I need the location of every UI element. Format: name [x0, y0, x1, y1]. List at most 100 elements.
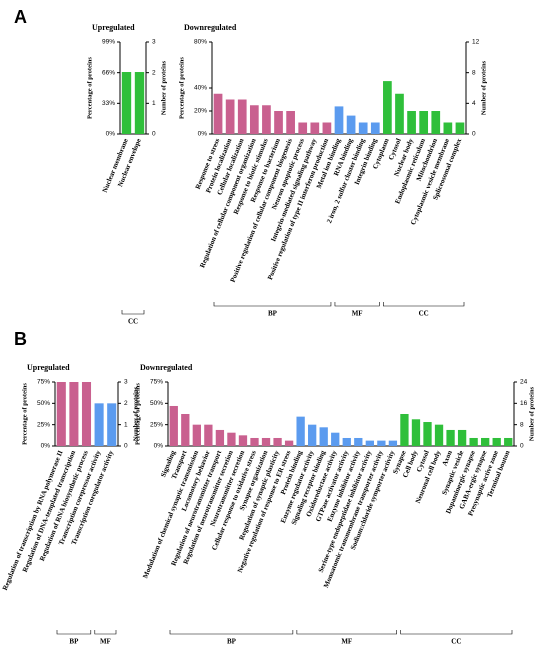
- y-tick-label: 0%: [198, 131, 208, 138]
- y-tick-label: 66%: [102, 69, 115, 76]
- y-tick-label: 20%: [194, 108, 207, 115]
- bar: [215, 429, 225, 446]
- bar: [346, 115, 356, 134]
- bar: [383, 81, 392, 134]
- y-tick-label: 0%: [106, 131, 116, 138]
- y2-axis-title: Number of proteins: [132, 386, 139, 441]
- group-label: BP: [69, 638, 79, 646]
- group-label: CC: [451, 638, 461, 646]
- bar: [107, 403, 117, 446]
- bar: [204, 424, 213, 446]
- bar: [469, 437, 478, 446]
- y-tick-label: 0%: [154, 443, 164, 450]
- bar: [121, 72, 132, 134]
- group-bracket: [383, 302, 465, 307]
- group-bracket: [169, 630, 294, 635]
- bar: [455, 122, 465, 134]
- y2-tick-label: 12: [472, 39, 480, 46]
- chart-title: Downregulated: [140, 363, 193, 372]
- y2-tick-label: 2: [152, 69, 156, 76]
- y-axis-title: Percentage of proteins: [178, 57, 185, 119]
- bar: [286, 111, 295, 134]
- y-tick-label: 75%: [150, 379, 163, 386]
- bar: [56, 382, 66, 446]
- bar: [411, 419, 421, 446]
- bar: [261, 437, 271, 446]
- bar: [213, 93, 223, 134]
- bar: [400, 414, 409, 446]
- y2-tick-label: 0: [152, 131, 156, 138]
- group-bracket: [213, 302, 332, 307]
- y2-tick-label: 8: [472, 69, 476, 76]
- group-bracket: [400, 630, 513, 635]
- bar: [273, 437, 282, 446]
- y-tick-label: 50%: [150, 400, 163, 407]
- bar: [446, 429, 455, 446]
- y-tick-label: 75%: [37, 379, 50, 386]
- y-tick-label: 25%: [150, 421, 163, 428]
- bar: [298, 122, 308, 134]
- panel-label: A: [14, 7, 27, 27]
- bar: [284, 440, 294, 446]
- bar: [334, 106, 344, 134]
- y2-axis-title: Number of proteins: [480, 60, 487, 115]
- group-label: BP: [268, 310, 278, 318]
- bar: [250, 437, 259, 446]
- bar: [308, 424, 317, 446]
- bar: [69, 382, 79, 446]
- y-axis-title: Percentage of proteins: [134, 383, 141, 445]
- y2-tick-label: 1: [152, 100, 156, 107]
- bar: [388, 440, 398, 446]
- bar: [192, 424, 201, 446]
- bar: [377, 440, 386, 446]
- bar: [423, 422, 432, 446]
- y2-tick-label: 0: [472, 131, 476, 138]
- bar: [407, 111, 416, 134]
- y2-tick-label: 8: [520, 421, 524, 428]
- bar: [81, 382, 92, 446]
- y2-axis-title: Number of proteins: [160, 60, 167, 115]
- bar: [319, 427, 328, 446]
- group-bracket: [334, 302, 380, 307]
- bar: [169, 405, 178, 446]
- group-label: CC: [128, 318, 138, 326]
- bar: [237, 99, 247, 134]
- bar: [395, 93, 404, 134]
- group-label: BP: [227, 638, 237, 646]
- y2-tick-label: 0: [124, 443, 128, 450]
- group-bracket: [121, 310, 145, 315]
- bar: [504, 437, 513, 446]
- group-label: MF: [100, 638, 111, 646]
- bar: [274, 111, 283, 134]
- bar: [331, 432, 340, 446]
- y-tick-label: 0%: [41, 443, 51, 450]
- group-label: MF: [352, 310, 363, 318]
- chart-title: Upregulated: [27, 363, 70, 372]
- y2-tick-label: 2: [124, 400, 128, 407]
- y-tick-label: 80%: [194, 39, 207, 46]
- bar: [434, 424, 444, 446]
- y2-axis-title: Number of proteins: [528, 386, 535, 441]
- y2-tick-label: 24: [520, 379, 528, 386]
- bar: [262, 105, 271, 134]
- chart-title: Upregulated: [92, 23, 135, 32]
- bar: [354, 437, 363, 446]
- y-axis-title: Percentage of proteins: [86, 57, 93, 119]
- bar: [457, 429, 467, 446]
- y-tick-label: 25%: [37, 421, 50, 428]
- y-tick-label: 50%: [37, 400, 50, 407]
- y2-tick-label: 3: [124, 379, 128, 386]
- bar: [225, 99, 235, 134]
- bar: [492, 437, 501, 446]
- bar: [431, 111, 441, 134]
- y2-tick-label: 4: [472, 100, 476, 107]
- bar: [342, 437, 351, 446]
- bar: [94, 403, 104, 446]
- bar: [181, 414, 190, 446]
- y-tick-label: 40%: [194, 85, 207, 92]
- panel-label: B: [14, 329, 27, 349]
- bar: [134, 72, 145, 134]
- bar: [238, 435, 248, 446]
- bar: [481, 437, 490, 446]
